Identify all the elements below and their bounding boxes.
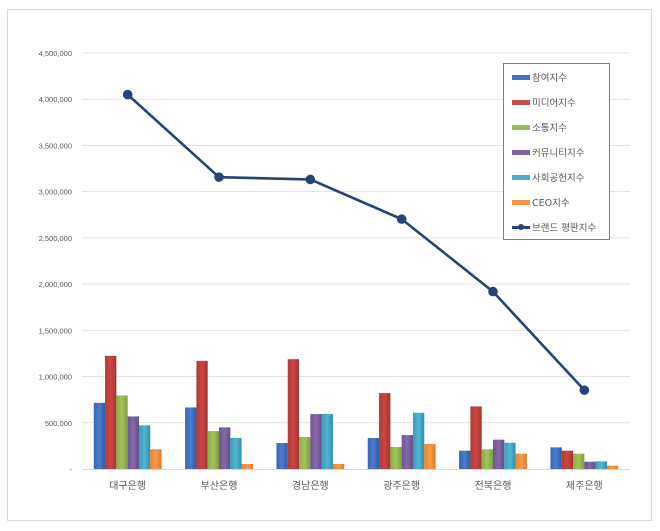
y-tick-label: 2,500,000: [39, 234, 72, 243]
x-tick-label: 대구은행: [109, 480, 146, 492]
legend-item-brand-reputation: 브랜드 평판지수: [512, 220, 596, 234]
bar: [561, 450, 574, 469]
bar: [550, 447, 562, 469]
bar: [219, 427, 231, 469]
legend-label: CEO지수: [532, 198, 570, 209]
legend-item-ceo: CEO지수: [512, 195, 570, 209]
bar: [196, 360, 208, 469]
bar: [573, 453, 585, 469]
line-marker: [214, 172, 224, 182]
y-tick-label: 4,500,000: [39, 49, 72, 58]
line-marker: [396, 214, 407, 224]
y-tick-label: 500,000: [45, 419, 72, 428]
legend-label: 커뮤니티지수: [532, 148, 585, 159]
legend-line-marker-icon: [512, 223, 530, 231]
line-series-brand-reputation: [122, 89, 590, 395]
line-marker: [122, 89, 133, 100]
legend-item-community: 커뮤니티지수: [512, 145, 584, 159]
bar: [105, 355, 117, 469]
y-tick-label: 3,000,000: [39, 188, 72, 197]
legend-label: 브랜드 평판지수: [532, 223, 597, 234]
y-tick-label: 2,000,000: [39, 280, 72, 289]
x-axis-labels: 대구은행 부산은행 경남은행 광주은행 전북은행 제주은행: [109, 479, 602, 492]
bar: [504, 442, 516, 469]
bar: [459, 450, 471, 469]
legend-swatch-icon: [512, 74, 530, 80]
bar: [470, 406, 482, 469]
bar: [230, 438, 242, 469]
y-tick-label: 1,500,000: [39, 326, 72, 335]
bar: [493, 439, 505, 469]
bar: [481, 449, 493, 469]
legend-label: 사회공헌지수: [532, 173, 585, 184]
x-tick-label: 제주은행: [566, 480, 603, 492]
bar: [401, 435, 413, 469]
bar: [606, 465, 619, 469]
bar: [299, 437, 311, 469]
bar: [412, 412, 425, 469]
x-tick-label: 광주은행: [383, 480, 420, 492]
bar: [424, 444, 436, 469]
line-marker: [579, 385, 590, 395]
legend-swatch-icon: [512, 99, 530, 105]
x-tick-label: 부산은행: [201, 480, 238, 492]
bar: [93, 402, 106, 469]
bar: [595, 461, 607, 469]
bar: [310, 414, 322, 469]
legend-item-communication: 소통지수: [512, 120, 567, 134]
bar: [185, 407, 197, 469]
bar: [515, 453, 527, 469]
bar: [332, 464, 345, 469]
bar: [138, 425, 151, 469]
y-tick-label: 3,500,000: [39, 141, 72, 150]
legend-item-social-contribution: 사회공헌지수: [512, 170, 584, 184]
bar: [116, 395, 128, 469]
y-tick-label: 1,000,000: [39, 373, 72, 382]
legend-item-media: 미디어지수: [512, 95, 576, 109]
bar: [241, 464, 253, 469]
bar: [321, 414, 333, 469]
bar: [207, 431, 219, 469]
legend-swatch-icon: [512, 124, 530, 130]
legend-swatch-icon: [512, 199, 530, 205]
legend-swatch-icon: [512, 174, 530, 180]
bar: [390, 446, 402, 469]
bar: [276, 443, 288, 469]
x-tick-label: 경남은행: [292, 479, 329, 492]
line-marker: [488, 286, 498, 297]
bar-series: [93, 355, 619, 469]
y-tick-label: 4,000,000: [39, 95, 72, 104]
legend-swatch-icon: [512, 149, 530, 155]
line-marker: [305, 174, 316, 185]
bar: [367, 438, 380, 469]
bar: [150, 449, 162, 469]
y-tick-label: -: [70, 465, 73, 474]
bar: [127, 416, 139, 469]
legend-item-participation: 참여지수: [512, 70, 567, 84]
legend-label: 소통지수: [532, 123, 567, 134]
x-tick-label: 전북은행: [475, 480, 512, 492]
bar: [287, 359, 300, 469]
legend: 참여지수 미디어지수 소통지수 커뮤니티지수 사회공헌지수 CEO지수 브랜드 …: [503, 63, 610, 240]
bar: [584, 461, 596, 469]
bar: [379, 393, 391, 469]
legend-label: 미디어지수: [532, 98, 576, 109]
legend-label: 참여지수: [532, 73, 567, 84]
y-axis-ticks: - 500,000 1,000,000 1,500,000 2,000,000 2,500…: [39, 49, 73, 474]
